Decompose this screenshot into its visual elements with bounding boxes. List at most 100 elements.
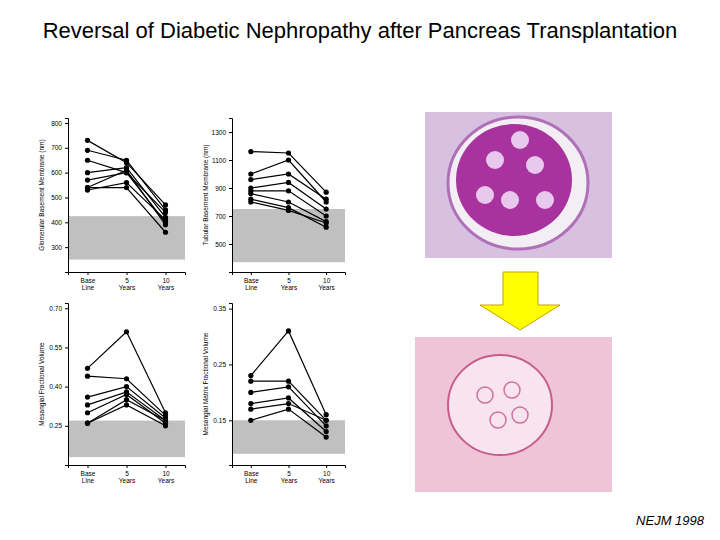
capillary-loop [477, 387, 493, 403]
x-tick-label-line: Base [244, 470, 259, 477]
data-point [85, 421, 90, 426]
y-tick-label: 0.25 [49, 422, 62, 429]
data-point [85, 177, 90, 182]
series-line [88, 376, 166, 415]
series-line [88, 405, 166, 426]
x-tick-mark [127, 465, 128, 468]
y-tick-mark [229, 364, 232, 365]
y-axis-title: Tubular Basement Membrane (nm) [202, 145, 210, 246]
data-point [85, 421, 90, 426]
normal-range-band [68, 216, 185, 259]
x-tick-label-line: Years [318, 477, 335, 484]
y-tick-label: 1100 [212, 157, 226, 164]
title-line: Reversal of Diabetic Nephropathy after P… [43, 18, 678, 43]
data-point [286, 328, 291, 333]
data-point [124, 376, 129, 381]
series-line [88, 160, 166, 212]
data-point [286, 379, 291, 384]
y-tick: 0.25 [49, 422, 68, 429]
data-point [324, 213, 329, 218]
data-point [85, 366, 90, 371]
x-tick: 5Years [281, 272, 298, 291]
y-tick-mark [229, 216, 232, 217]
x-tick-label-line: Years [158, 284, 175, 291]
y-tick-label: 0.40 [49, 383, 62, 390]
x-tick-label-line: Years [119, 477, 136, 484]
x-tick-mark [326, 272, 327, 275]
series-line [251, 398, 326, 432]
x-axis-line [69, 466, 186, 469]
data-point [85, 410, 90, 415]
x-tick: 10Years [318, 272, 335, 291]
x-tick: BaseLine [81, 272, 96, 291]
x-tick-label: 5Years [281, 277, 298, 291]
x-tick-label: BaseLine [81, 277, 96, 291]
x-tick-label: 5Years [281, 470, 298, 484]
data-point [286, 401, 291, 406]
x-tick-label-line: 5 [287, 470, 291, 477]
x-tick-mark [251, 272, 252, 275]
y-axis-title: Mesangial Matrix Fractional Volume [202, 332, 210, 435]
y-tick-label: 0.55 [49, 344, 62, 351]
y-axis-line [65, 304, 69, 466]
capillary-loop [512, 407, 528, 423]
x-tick-label-line: Base [81, 277, 96, 284]
y-tick: 0.55 [49, 344, 68, 351]
data-point [124, 384, 129, 389]
data-point [124, 397, 129, 402]
y-tick-label: 700 [215, 213, 226, 220]
y-tick-label: 500 [215, 241, 226, 248]
y-tick-label: 400 [51, 219, 62, 226]
x-tick-label: BaseLine [244, 277, 259, 291]
data-point [163, 418, 168, 423]
x-tick: BaseLine [81, 465, 96, 484]
data-point [324, 434, 329, 439]
y-tick: 700 [215, 213, 232, 220]
y-tick-label: 0.25 [213, 361, 226, 368]
y-tick: 600 [51, 169, 68, 176]
data-point [85, 402, 90, 407]
plot-area [232, 328, 345, 453]
y-tick-mark [65, 222, 68, 223]
capillary-loop [504, 382, 520, 398]
plot-area [68, 329, 185, 457]
x-axis: BaseLine5Years10Years [69, 272, 186, 291]
y-tick-mark [229, 309, 232, 310]
y-tick-mark [229, 132, 232, 133]
slide-title: Reversal of Diabetic Nephropathy after P… [43, 18, 678, 43]
x-tick-label-line: 5 [125, 470, 129, 477]
data-point [324, 412, 329, 417]
data-point [85, 374, 90, 379]
x-tick: 5Years [281, 465, 298, 484]
data-point [124, 158, 129, 163]
data-point [124, 180, 129, 185]
x-tick: BaseLine [244, 272, 259, 291]
capillary-lumen [511, 131, 529, 149]
data-point [324, 206, 329, 211]
x-tick-label-line: Line [245, 284, 258, 291]
x-tick-label-line: Base [81, 470, 96, 477]
data-point [286, 208, 291, 213]
data-point [124, 185, 129, 190]
x-tick-label: BaseLine [81, 470, 96, 484]
x-tick-label: 10Years [318, 277, 335, 291]
plot-area [68, 138, 185, 260]
y-tick-mark [65, 247, 68, 248]
y-tick: 0.15 [213, 417, 232, 424]
x-tick-label-line: Years [281, 477, 298, 484]
x-tick-label-line: 10 [162, 277, 170, 284]
data-point [324, 190, 329, 195]
x-tick-label: 10Years [158, 470, 175, 484]
y-axis: 0.250.400.550.70 [49, 304, 68, 466]
x-tick: BaseLine [244, 465, 259, 484]
data-point [286, 157, 291, 162]
data-point [163, 418, 168, 423]
data-point [324, 418, 329, 423]
data-point [85, 185, 90, 190]
data-point [124, 402, 129, 407]
data-point [248, 199, 253, 204]
x-axis: BaseLine 5Years 10Years [233, 272, 346, 291]
y-axis-title: Mesangial Fractional Volume [38, 342, 46, 426]
arrow-shape [480, 272, 560, 330]
series-line [251, 199, 326, 227]
